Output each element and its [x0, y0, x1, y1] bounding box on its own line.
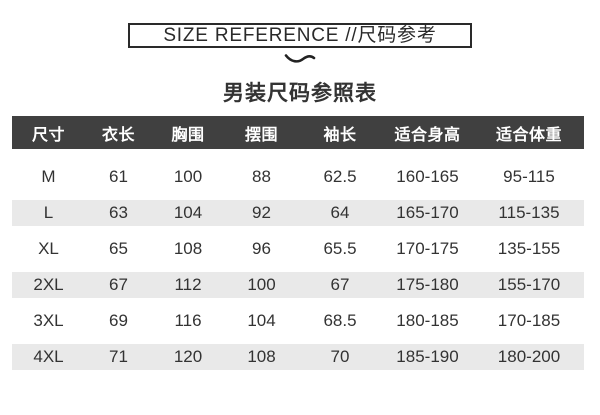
cell-length: 71: [109, 347, 128, 366]
column-header-size: 尺寸: [31, 126, 65, 144]
cell-weight: 170-185: [497, 311, 561, 330]
cell-sleeve: 65.5: [323, 239, 357, 258]
table-row-l: L 63 104 92 64 165-170 115-135: [12, 195, 584, 231]
cell-size: 4XL: [33, 347, 64, 366]
cell-hem: 108: [247, 347, 276, 366]
cell-weight: 95-115: [503, 167, 555, 186]
cell-hem: 100: [247, 275, 276, 294]
cell-chest: 104: [173, 203, 203, 222]
table-row-xl: XL 65 108 96 65.5 170-175 135-155: [12, 231, 584, 267]
cell-height: 180-185: [396, 311, 459, 330]
cell-sleeve: 67: [330, 275, 350, 294]
banner-title: SIZE REFERENCE //尺码参考: [163, 25, 437, 46]
table-row-2xl: 2XL 67 112 100 67 175-180 155-170: [12, 267, 584, 303]
page-title: 男装尺码参照表: [223, 82, 377, 105]
column-header-sleeve: 袖长: [323, 126, 357, 144]
cell-weight: 135-155: [497, 239, 561, 258]
cell-height: 160-165: [396, 167, 459, 186]
cell-hem: 92: [252, 203, 271, 222]
cell-length: 65: [109, 239, 128, 258]
cell-weight: 155-170: [497, 275, 561, 294]
cell-hem: 96: [252, 239, 271, 258]
cell-weight: 115-135: [498, 203, 560, 222]
cell-sleeve: 62.5: [323, 167, 357, 186]
cell-size: L: [43, 203, 54, 222]
cell-height: 170-175: [396, 239, 459, 258]
column-header-height: 适合身高: [394, 126, 461, 144]
cell-size: 3XL: [33, 311, 64, 330]
size-reference-banner: SIZE REFERENCE //尺码参考: [128, 23, 472, 48]
table-body: M 61 100 88 62.5 160-165 95-115 L 63 104…: [12, 149, 584, 375]
table-header-row: 尺寸 衣长 胸围 摆围 袖长 适合身高 适合体重: [12, 116, 584, 149]
cell-chest: 116: [174, 311, 202, 330]
cell-weight: 180-200: [497, 347, 561, 366]
cell-sleeve: 64: [330, 203, 350, 222]
cell-size: M: [41, 167, 56, 186]
cell-hem: 88: [252, 167, 271, 186]
cell-chest: 120: [173, 347, 203, 366]
cell-chest: 100: [173, 167, 203, 186]
column-header-chest: 胸围: [171, 126, 205, 144]
table-row-4xl: 4XL 71 120 108 70 185-190 180-200: [12, 339, 584, 375]
cell-length: 67: [109, 275, 128, 294]
cell-height: 165-170: [396, 203, 459, 222]
cell-sleeve: 70: [330, 347, 350, 366]
column-header-weight: 适合体重: [495, 126, 562, 144]
wave-divider: [0, 51, 600, 65]
table-row-m: M 61 100 88 62.5 160-165 95-115: [12, 159, 584, 195]
cell-chest: 108: [173, 239, 203, 258]
table-row-3xl: 3XL 69 116 104 68.5 180-185 170-185: [12, 303, 584, 339]
cell-chest: 112: [174, 275, 202, 294]
cell-length: 61: [109, 167, 128, 186]
cell-height: 185-190: [396, 347, 459, 366]
cell-size: 2XL: [33, 275, 64, 294]
cell-length: 63: [109, 203, 128, 222]
wave-divider-icon: [284, 54, 316, 63]
cell-sleeve: 68.5: [323, 311, 357, 330]
column-header-length: 衣长: [101, 126, 135, 144]
cell-hem: 104: [247, 311, 276, 330]
cell-size: XL: [38, 239, 59, 258]
column-header-hem: 摆围: [244, 126, 278, 144]
cell-height: 175-180: [396, 275, 459, 294]
size-table: 尺寸 衣长 胸围 摆围 袖长 适合身高 适合体重 M 61 100 88 62.…: [12, 116, 584, 375]
cell-length: 69: [109, 311, 128, 330]
